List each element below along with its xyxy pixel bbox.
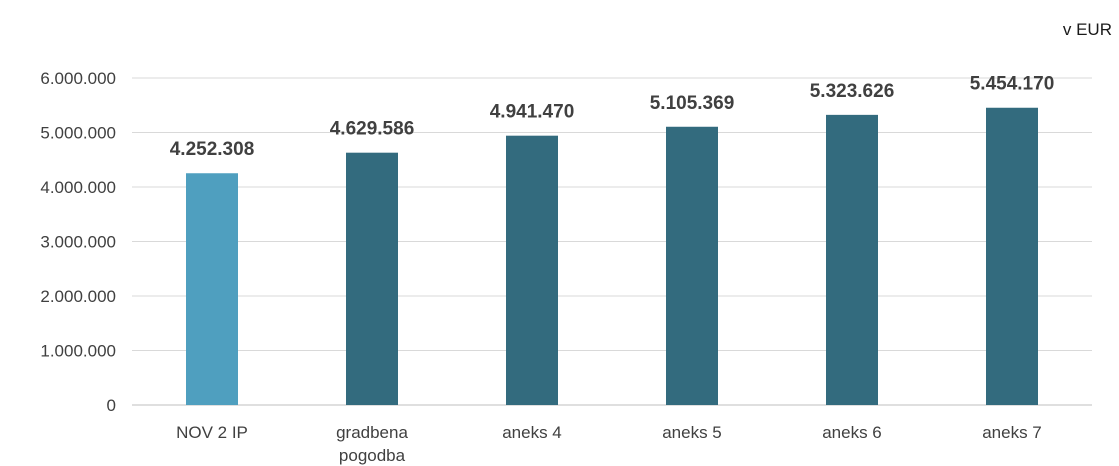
category-label: gradbena pogodba [336, 423, 408, 465]
bar [986, 107, 1038, 405]
category-label: aneks 4 [502, 423, 562, 442]
category-label: aneks 6 [822, 423, 882, 442]
unit-label: v EUR [1062, 20, 1112, 39]
y-tick-label: 3.000.000 [40, 233, 116, 252]
y-tick-label: 1.000.000 [40, 342, 116, 361]
data-label: 4.252.308 [170, 139, 255, 160]
bar [186, 173, 238, 405]
y-tick-label: 2.000.000 [40, 287, 116, 306]
y-tick-label: 4.000.000 [40, 178, 116, 197]
y-tick-label: 0 [107, 396, 116, 415]
data-label: 4.629.586 [330, 119, 415, 140]
bar [666, 126, 718, 406]
data-label: 5.105.369 [650, 93, 735, 114]
bar [346, 152, 398, 405]
data-label: 4.941.470 [490, 102, 575, 123]
data-label: 5.323.626 [810, 81, 895, 102]
bar [826, 114, 878, 406]
category-label: aneks 7 [982, 423, 1042, 442]
category-label: aneks 5 [662, 423, 722, 442]
bar [506, 135, 558, 405]
category-label: NOV 2 IP [176, 423, 248, 442]
y-tick-label: 5.000.000 [40, 124, 116, 143]
data-label: 5.454.170 [970, 74, 1055, 95]
y-tick-label: 6.000.000 [40, 69, 116, 88]
